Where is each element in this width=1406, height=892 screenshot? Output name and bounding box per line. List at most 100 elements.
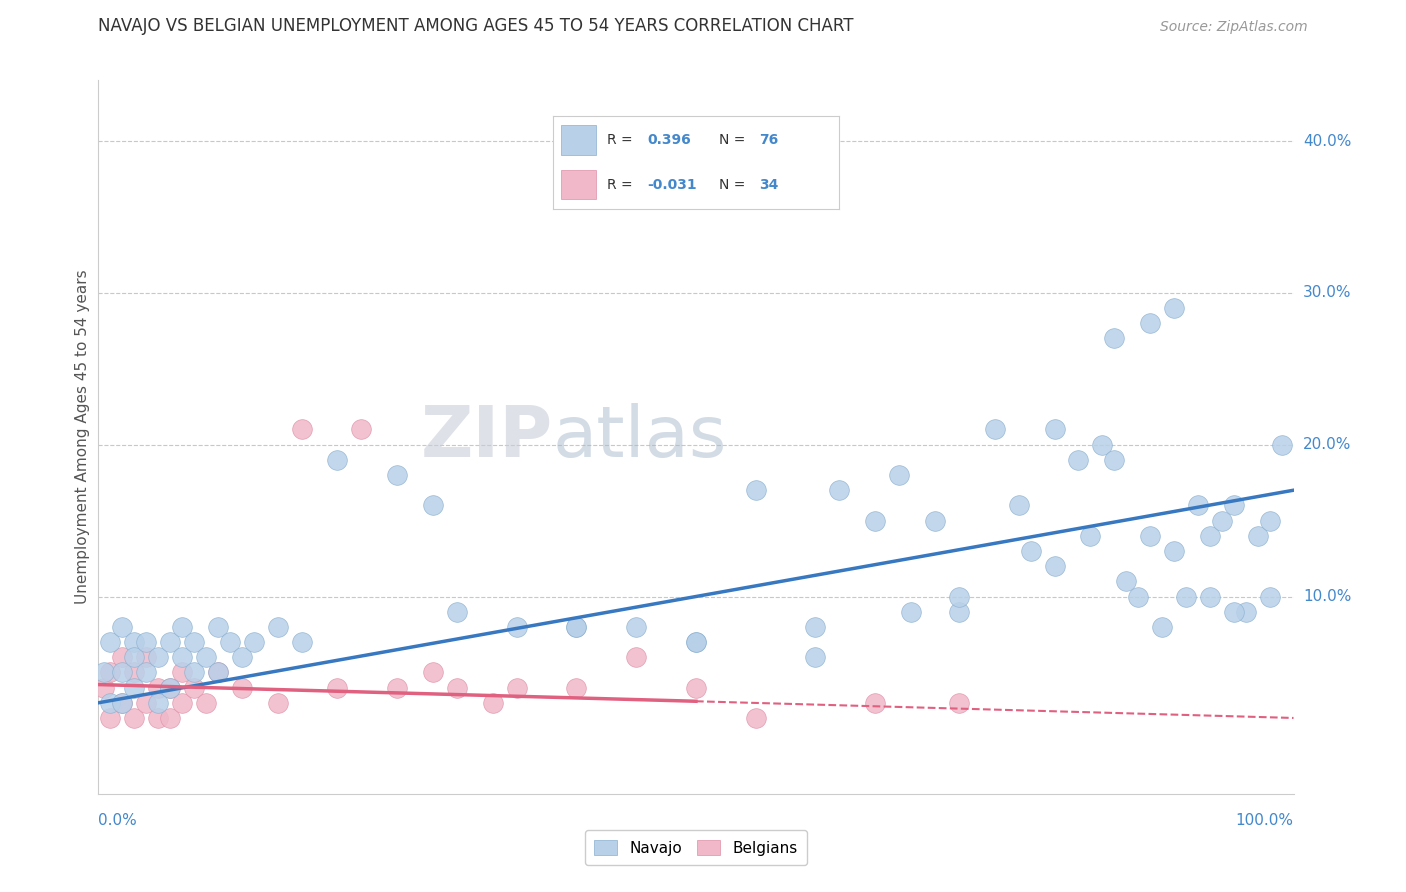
- Point: [889, 468, 911, 483]
- Point: [290, 635, 312, 649]
- Point: [98, 665, 122, 680]
- Bar: [561, 169, 596, 200]
- Point: [1163, 544, 1185, 558]
- Point: [1139, 529, 1161, 543]
- Text: 100.0%: 100.0%: [1236, 814, 1294, 828]
- Point: [1150, 620, 1173, 634]
- Point: [231, 681, 253, 695]
- Point: [326, 681, 349, 695]
- Text: ZIP: ZIP: [420, 402, 553, 472]
- Point: [1222, 605, 1246, 619]
- Text: N =: N =: [718, 133, 745, 147]
- Point: [481, 696, 505, 710]
- Point: [135, 665, 157, 680]
- Point: [93, 681, 115, 695]
- Point: [290, 422, 312, 436]
- Point: [1080, 529, 1102, 543]
- Point: [172, 650, 194, 665]
- Point: [1102, 453, 1125, 467]
- Point: [745, 483, 768, 498]
- Point: [863, 696, 886, 710]
- Point: [685, 681, 707, 695]
- Point: [172, 620, 194, 634]
- Point: [1043, 422, 1066, 436]
- Point: [98, 696, 122, 710]
- Point: [148, 711, 170, 725]
- Point: [267, 696, 290, 710]
- Point: [1211, 514, 1233, 528]
- Point: [1019, 544, 1042, 558]
- Point: [194, 650, 217, 665]
- Point: [111, 650, 134, 665]
- Point: [565, 620, 588, 634]
- Point: [207, 665, 229, 680]
- Point: [111, 665, 134, 680]
- Point: [243, 635, 266, 649]
- Point: [983, 422, 1005, 436]
- Point: [1115, 574, 1137, 589]
- Text: 40.0%: 40.0%: [1303, 134, 1351, 148]
- Point: [1222, 499, 1246, 513]
- Point: [124, 665, 146, 680]
- Text: 76: 76: [759, 133, 779, 147]
- Point: [159, 635, 181, 649]
- Text: N =: N =: [718, 178, 745, 192]
- Point: [828, 483, 851, 498]
- Point: [1007, 499, 1029, 513]
- Point: [172, 696, 194, 710]
- Point: [159, 681, 181, 695]
- Point: [948, 696, 970, 710]
- Point: [422, 499, 444, 513]
- Point: [1246, 529, 1268, 543]
- Point: [111, 696, 134, 710]
- Point: [326, 453, 349, 467]
- Point: [565, 620, 588, 634]
- Point: [98, 635, 122, 649]
- Point: [111, 620, 134, 634]
- Point: [183, 681, 205, 695]
- Point: [98, 711, 122, 725]
- Point: [124, 711, 146, 725]
- Point: [745, 711, 768, 725]
- Text: R =: R =: [607, 178, 633, 192]
- Point: [135, 696, 157, 710]
- Point: [804, 620, 827, 634]
- Point: [446, 681, 468, 695]
- Point: [446, 605, 468, 619]
- Point: [231, 650, 253, 665]
- Point: [135, 635, 157, 649]
- Point: [1271, 438, 1294, 452]
- Point: [506, 620, 529, 634]
- Text: 0.396: 0.396: [647, 133, 690, 147]
- Point: [148, 650, 170, 665]
- Point: [685, 635, 707, 649]
- Point: [385, 468, 409, 483]
- Text: 34: 34: [759, 178, 779, 192]
- Point: [1102, 331, 1125, 345]
- Point: [624, 650, 647, 665]
- Point: [1258, 590, 1281, 604]
- Point: [624, 620, 647, 634]
- Point: [207, 620, 229, 634]
- Text: 0.0%: 0.0%: [98, 814, 138, 828]
- Point: [194, 696, 217, 710]
- Point: [148, 696, 170, 710]
- Point: [267, 620, 290, 634]
- Point: [111, 696, 134, 710]
- Point: [1234, 605, 1257, 619]
- Point: [422, 665, 444, 680]
- Text: NAVAJO VS BELGIAN UNEMPLOYMENT AMONG AGES 45 TO 54 YEARS CORRELATION CHART: NAVAJO VS BELGIAN UNEMPLOYMENT AMONG AGE…: [98, 17, 853, 35]
- Point: [124, 681, 146, 695]
- Point: [1043, 559, 1066, 574]
- Point: [207, 665, 229, 680]
- Bar: [561, 125, 596, 155]
- Point: [948, 605, 970, 619]
- Text: R =: R =: [607, 133, 633, 147]
- Point: [148, 681, 170, 695]
- Y-axis label: Unemployment Among Ages 45 to 54 years: Unemployment Among Ages 45 to 54 years: [75, 269, 90, 605]
- Point: [124, 635, 146, 649]
- Point: [506, 681, 529, 695]
- Point: [685, 635, 707, 649]
- Point: [135, 650, 157, 665]
- Point: [948, 590, 970, 604]
